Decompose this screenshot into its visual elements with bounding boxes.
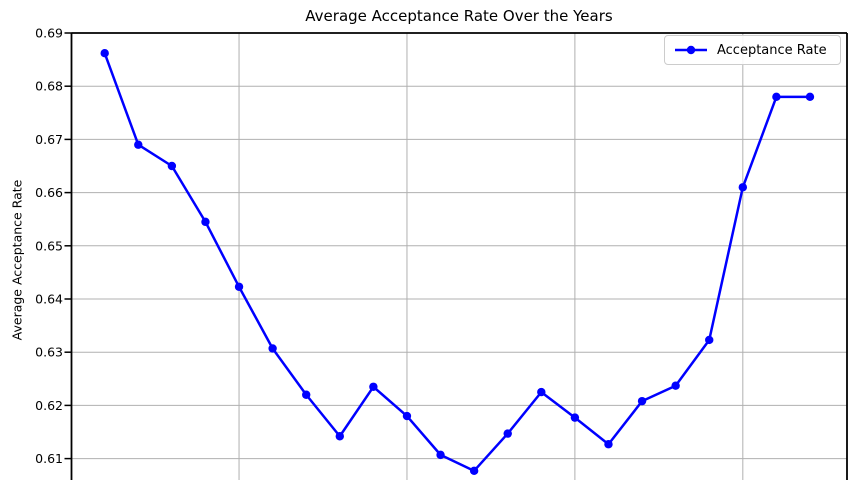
y-tick-label: 0.68 bbox=[35, 79, 63, 94]
data-point-marker bbox=[369, 382, 378, 391]
data-point-marker bbox=[234, 282, 244, 291]
legend-line-marker-icon bbox=[675, 45, 707, 55]
data-point-marker bbox=[570, 413, 580, 422]
data-point-marker bbox=[335, 432, 344, 441]
y-tick-label: 0.66 bbox=[35, 185, 63, 200]
data-points bbox=[100, 49, 815, 476]
y-tick-label: 0.64 bbox=[35, 292, 63, 307]
y-tick-label: 0.63 bbox=[35, 345, 63, 360]
grid-lines bbox=[71, 32, 847, 480]
y-tick-labels: 0.69 0.68 0.67 0.66 0.65 0.64 0.63 0.62 0.61 bbox=[35, 26, 63, 467]
y-tick-label: 0.65 bbox=[35, 238, 63, 253]
data-point-marker bbox=[503, 429, 512, 438]
axes-spines bbox=[70, 32, 848, 480]
y-tick-label: 0.61 bbox=[35, 451, 63, 466]
data-point-marker bbox=[469, 466, 479, 476]
data-point-marker bbox=[268, 344, 277, 353]
y-tick-label: 0.62 bbox=[35, 398, 63, 413]
data-point-marker bbox=[705, 335, 714, 345]
data-point-marker bbox=[134, 140, 143, 149]
data-point-marker bbox=[537, 387, 546, 397]
y-ticks bbox=[64, 32, 72, 460]
legend: Acceptance Rate bbox=[664, 35, 841, 65]
y-tick-label: 0.67 bbox=[35, 132, 63, 147]
data-point-marker bbox=[671, 381, 680, 390]
data-point-marker bbox=[805, 92, 815, 102]
data-point-marker bbox=[302, 390, 311, 399]
data-point-marker bbox=[738, 183, 748, 192]
data-point-marker bbox=[167, 161, 177, 171]
data-point-marker bbox=[772, 92, 781, 102]
data-point-marker bbox=[100, 49, 109, 58]
data-point-marker bbox=[637, 396, 647, 406]
data-point-marker bbox=[436, 450, 445, 460]
data-point-marker bbox=[604, 440, 613, 449]
y-tick-label: 0.69 bbox=[35, 26, 63, 41]
data-point-marker bbox=[201, 217, 210, 227]
data-point-marker bbox=[402, 411, 412, 421]
chart-title: Average Acceptance Rate Over the Years bbox=[305, 7, 613, 25]
legend-label: Acceptance Rate bbox=[717, 42, 827, 58]
data-line bbox=[103, 51, 812, 473]
